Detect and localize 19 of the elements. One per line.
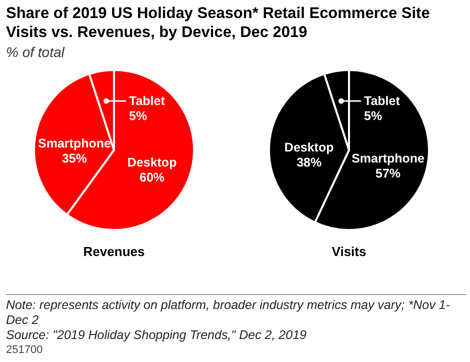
slice-label: Smartphone <box>38 136 111 151</box>
slice-label: Desktop <box>127 155 178 170</box>
text: Revenues <box>83 244 145 259</box>
chart-title: Share of 2019 US Holiday Season* Retail Ecommerce Site Visits vs. Revenues, by Device, Dec 2019 <box>6 4 431 42</box>
data-label: 5% <box>364 109 382 124</box>
data-label: 35% <box>62 152 88 166</box>
slice-label: Desktop <box>284 140 334 154</box>
text: Visits <box>332 244 366 259</box>
data-label: 5% <box>129 109 148 124</box>
chart-subtitle: % of total <box>6 44 64 60</box>
source-note: Source: "2019 Holiday Shopping Trends," Dec 2, 2019 <box>6 328 308 343</box>
text: 251700 <box>6 344 43 356</box>
data-label: 38% <box>296 155 322 170</box>
data-label: 57% <box>376 166 401 181</box>
slice-label: Tablet <box>364 94 401 108</box>
data-label: 60% <box>140 170 165 184</box>
text: Note: represents activity on platform, broader industry metrics may vary; *Nov 1- Dec 2 <box>6 298 451 328</box>
slice-label: Smartphone <box>352 152 425 166</box>
slice-label: Tablet <box>129 94 166 108</box>
